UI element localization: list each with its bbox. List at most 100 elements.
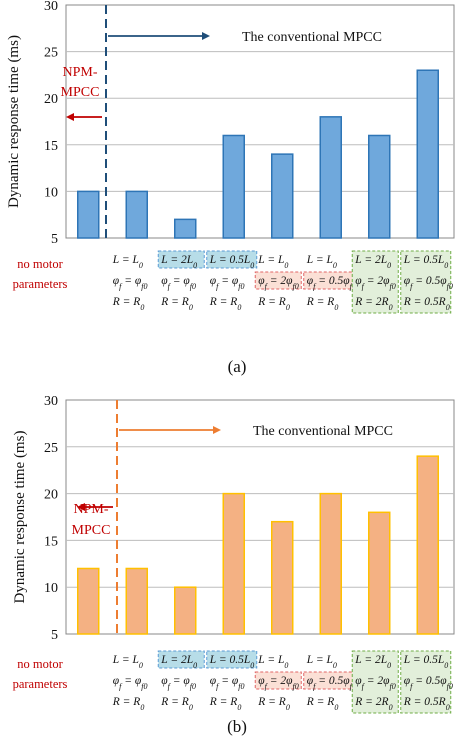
- bar: [77, 567, 100, 635]
- category-label: R = 0.5R0: [403, 296, 450, 312]
- category-label: parameters: [13, 277, 68, 291]
- bar: [222, 492, 245, 635]
- arrow-right-head: [202, 32, 210, 40]
- npm-label: MPCC: [61, 85, 100, 100]
- category-label: R = R0: [160, 296, 193, 312]
- category-highlight-box: [303, 271, 355, 290]
- category-highlight-box: [254, 671, 302, 690]
- category-label: φf = 0.5φf0: [404, 675, 453, 691]
- bar: [174, 218, 197, 239]
- bar: [319, 492, 342, 635]
- conventional-label: The conventional MPCC: [242, 30, 382, 45]
- bar: [271, 153, 294, 239]
- y-axis-label: Dynamic response time (ms): [12, 431, 28, 604]
- bar: [416, 69, 439, 239]
- bar: [174, 586, 197, 635]
- bar: [271, 520, 294, 635]
- category-label: parameters: [13, 677, 68, 691]
- category-highlight-box: [400, 650, 452, 714]
- y-tick-label: 5: [51, 232, 58, 247]
- y-tick-label: 15: [44, 139, 58, 154]
- category-highlight-box: [157, 650, 205, 669]
- chart-a: 5 10 15 20 25 30 Dynamic response time (ms) The…: [6, 0, 455, 247]
- category-highlight-box: [400, 250, 452, 314]
- y-tick-label: 10: [44, 185, 58, 200]
- y-tick-label: 20: [44, 92, 58, 107]
- y-axis-label: Dynamic response time (ms): [6, 35, 22, 208]
- bar: [319, 116, 342, 239]
- category-label: L = L0: [306, 654, 337, 670]
- category-label: φf = 2φf0: [258, 675, 298, 691]
- arrow-left-head: [66, 113, 74, 121]
- category-label: L = 2L0: [354, 254, 391, 270]
- category-label: L = L0: [257, 654, 288, 670]
- category-label: φf = φf0: [113, 675, 148, 691]
- y-tick-label: 10: [44, 581, 58, 596]
- arrow-right-head: [213, 426, 221, 434]
- category-highlight-box: [206, 650, 258, 669]
- category-label: L = L0: [112, 654, 143, 670]
- category-label: L = 2L0: [160, 254, 197, 270]
- y-tick-label: 15: [44, 534, 58, 549]
- category-label: φf = 0.5φf0: [404, 275, 453, 291]
- arrow-left-head: [77, 503, 85, 511]
- category-label: L = L0: [112, 254, 143, 270]
- category-label: R = R0: [209, 696, 242, 712]
- category-label: L = 2L0: [160, 654, 197, 670]
- category-highlight-box: [206, 250, 258, 269]
- category-label: R = R0: [306, 296, 339, 312]
- y-tick-label: 20: [44, 488, 58, 503]
- category-label: R = R0: [160, 696, 193, 712]
- category-label: R = R0: [257, 296, 290, 312]
- y-tick-label: 25: [44, 46, 58, 61]
- category-label: R = R0: [257, 696, 290, 712]
- category-highlight-box: [351, 250, 399, 314]
- category-label: L = 2L0: [354, 654, 391, 670]
- bar: [222, 134, 245, 239]
- category-label: L = 0.5L0: [403, 254, 448, 270]
- category-label: R = 2R0: [354, 296, 392, 312]
- category-highlight-box: [254, 271, 302, 290]
- y-tick-label: 30: [44, 394, 58, 409]
- category-label: φf = 2φf0: [355, 275, 395, 291]
- category-label: R = 2R0: [354, 696, 392, 712]
- chart-b: 5 10 15 20 25 30 Dynamic response time (ms) The…: [12, 394, 455, 643]
- category-label: R = R0: [112, 696, 145, 712]
- category-label: φf = 2φf0: [355, 675, 395, 691]
- bar: [125, 190, 148, 239]
- y-tick-label: 5: [51, 628, 58, 643]
- bar: [77, 190, 100, 239]
- subfigure-label: (b): [227, 717, 247, 736]
- category-label: no motor: [17, 257, 63, 271]
- category-label: R = R0: [112, 296, 145, 312]
- npm-label: NPM-: [62, 65, 97, 80]
- bar: [368, 511, 391, 635]
- y-tick-label: 25: [44, 441, 58, 456]
- category-label: L = 0.5L0: [209, 254, 254, 270]
- bar: [125, 567, 148, 635]
- category-highlight-box: [303, 671, 355, 690]
- category-label: φf = φf0: [161, 275, 196, 291]
- category-label: φf = φf0: [161, 675, 196, 691]
- subfigure-label: (a): [228, 357, 247, 376]
- y-tick-label: 30: [44, 0, 58, 14]
- category-label: L = 0.5L0: [209, 654, 254, 670]
- category-label: R = 0.5R0: [403, 696, 450, 712]
- category-label: L = 0.5L0: [403, 654, 448, 670]
- category-highlight-box: [157, 250, 205, 269]
- category-label: φf = φf0: [113, 275, 148, 291]
- bar: [368, 134, 391, 239]
- npm-label: MPCC: [72, 523, 111, 538]
- category-label: L = L0: [257, 254, 288, 270]
- category-label: R = R0: [209, 296, 242, 312]
- category-label: φf = φf0: [210, 275, 245, 291]
- conventional-label: The conventional MPCC: [253, 424, 393, 439]
- bar: [416, 455, 439, 635]
- category-highlight-box: [351, 650, 399, 714]
- category-label: L = L0: [306, 254, 337, 270]
- category-label: φf = 2φf0: [258, 275, 298, 291]
- category-label: φf = φf0: [210, 675, 245, 691]
- category-label: no motor: [17, 657, 63, 671]
- npm-label: NPM-: [73, 502, 108, 517]
